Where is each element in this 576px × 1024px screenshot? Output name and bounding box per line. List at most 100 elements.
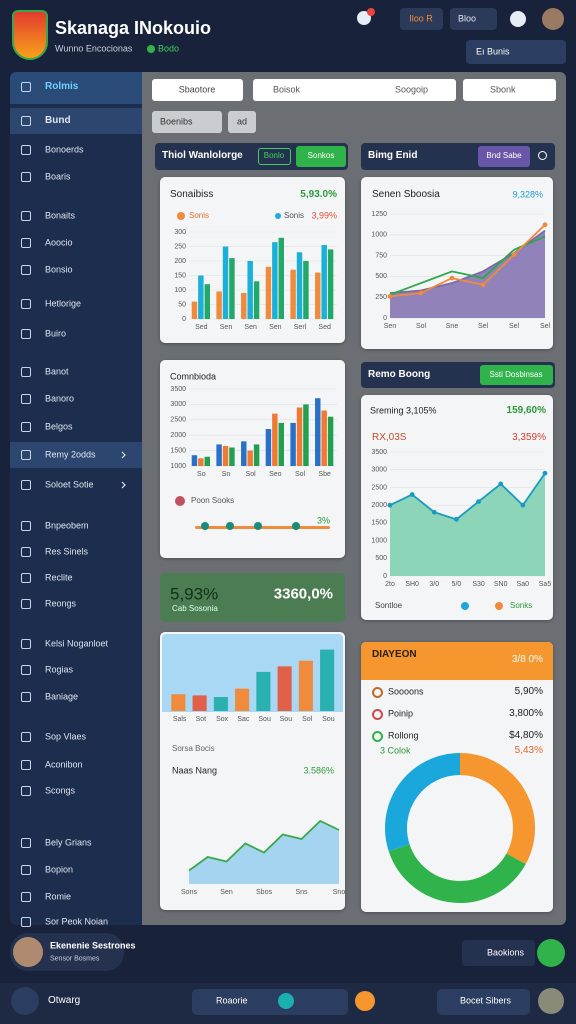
sidebar-icon — [21, 145, 31, 155]
sidebar-item[interactable]: Reclite — [45, 572, 73, 583]
x-tick-label: Sals — [173, 716, 187, 723]
sidebar-item-active[interactable] — [10, 72, 142, 104]
sidebar-icon — [21, 172, 31, 182]
select[interactable] — [466, 40, 566, 64]
sidebar-item[interactable]: Banot — [45, 366, 69, 377]
tag: Bodo — [158, 43, 180, 54]
sidebar-item[interactable]: Bonoerds — [45, 144, 84, 155]
sidebar-item[interactable]: Bnpeobem — [45, 520, 89, 531]
sidebar-item[interactable]: Bopion — [45, 864, 74, 875]
bar — [191, 301, 198, 319]
bar — [241, 441, 247, 466]
sidebar-item[interactable]: Buiro — [45, 328, 67, 339]
filter[interactable] — [152, 111, 222, 133]
bar — [222, 246, 229, 319]
sidebar-item-active[interactable] — [10, 108, 142, 134]
x-tick-label: Sons — [181, 889, 197, 896]
sidebar — [10, 72, 142, 925]
bar — [241, 292, 247, 319]
user-role: Sensor Bosmes — [50, 955, 100, 963]
sidebar-item[interactable]: Bonaits — [45, 210, 76, 221]
row-value: 5,43% — [514, 745, 543, 756]
y-tick-label: 3000 — [371, 467, 387, 474]
sidebar-item[interactable]: Remy 2odds — [45, 449, 96, 460]
x-tick-label: Sol — [302, 716, 313, 723]
bar — [198, 458, 204, 466]
y-tick-label: 100 — [174, 287, 186, 294]
progress-marker — [226, 522, 234, 530]
x-tick-label: 5/0 — [452, 581, 462, 588]
x-tick-label: Sen — [384, 323, 397, 330]
sidebar-icon — [21, 665, 31, 675]
bar — [253, 281, 260, 319]
y-tick-label: 2500 — [371, 484, 387, 491]
chart-title: Sreming 3,105% — [370, 405, 437, 416]
sidebar-icon — [21, 521, 31, 531]
menu-icon[interactable] — [11, 987, 39, 1015]
sidebar-icon — [21, 917, 31, 927]
button[interactable] — [480, 365, 553, 385]
section-title: Remo Boong — [368, 369, 431, 380]
tab[interactable] — [152, 79, 243, 101]
search-icon[interactable] — [538, 151, 547, 160]
y-tick-label: 2000 — [371, 502, 387, 509]
sidebar-item[interactable]: Hetlorige — [45, 298, 82, 309]
search[interactable] — [463, 79, 556, 101]
bar — [204, 456, 210, 466]
x-tick-label: Sac — [237, 716, 250, 723]
sidebar-icon — [21, 480, 31, 490]
sidebar-item[interactable]: Baniage — [45, 691, 79, 702]
sidebar-item[interactable]: Rolmis — [45, 81, 79, 92]
line — [188, 819, 340, 872]
sidebar-item[interactable]: Sop Vlaes — [45, 731, 87, 742]
sidebar-item[interactable]: Soloet Sotie — [45, 479, 94, 490]
button[interactable] — [296, 146, 346, 167]
button[interactable] — [228, 111, 256, 133]
bar — [272, 242, 278, 319]
pill[interactable] — [437, 989, 530, 1015]
x-tick-label: S30 — [472, 581, 485, 588]
x-tick-label: Sol — [416, 323, 427, 330]
sidebar-item[interactable]: Belgos — [45, 421, 73, 432]
sidebar-item[interactable]: Aconibon — [45, 759, 83, 770]
sidebar-item[interactable]: Bely Grians — [45, 837, 92, 848]
chart-value: 159,60% — [506, 405, 546, 416]
sidebar-item[interactable]: Boaris — [45, 171, 71, 182]
sidebar-item[interactable]: Rogias — [45, 664, 74, 675]
pill[interactable] — [192, 989, 348, 1015]
legend-swatch — [461, 602, 469, 610]
sidebar-item[interactable]: Aoocio — [45, 237, 73, 248]
x-tick-label: Sen — [244, 324, 257, 331]
sidebar-item[interactable]: Scongs — [45, 785, 76, 796]
sidebar-icon — [21, 547, 31, 557]
bar — [204, 284, 210, 319]
sidebar-item[interactable]: Bund — [45, 115, 71, 126]
bar — [265, 266, 272, 319]
sidebar-item[interactable]: Kelsi Noganloet — [45, 638, 109, 649]
sidebar-item[interactable]: Reongs — [45, 598, 77, 609]
select-label: Eı Bunis — [476, 46, 510, 57]
x-tick-label: Sot — [196, 716, 207, 723]
chart-title: Naas Nang — [172, 765, 218, 776]
button[interactable] — [462, 940, 535, 966]
bar — [298, 660, 313, 711]
section-title: Bimg Enid — [368, 150, 418, 161]
sidebar-item[interactable]: Romie — [45, 891, 72, 902]
search[interactable] — [253, 79, 456, 101]
progress-marker — [254, 522, 262, 530]
select[interactable] — [450, 8, 497, 30]
sidebar-item[interactable]: Bonsio — [45, 264, 73, 275]
chart-value: 3.586% — [303, 765, 334, 776]
button[interactable] — [478, 146, 530, 167]
card-title: DIAYEON — [372, 649, 417, 660]
sidebar-item[interactable]: Banoro — [45, 393, 75, 404]
y-tick-label: 300 — [174, 229, 186, 236]
sidebar-icon — [21, 116, 31, 126]
sidebar-icon — [21, 329, 31, 339]
sidebar-item[interactable]: Res Sinels — [45, 546, 89, 557]
avatar — [538, 988, 564, 1014]
bar — [272, 413, 278, 466]
sidebar-item[interactable]: Sor Peok Noian — [45, 916, 109, 927]
button[interactable] — [400, 8, 443, 30]
sidebar-item-active[interactable] — [10, 442, 142, 468]
